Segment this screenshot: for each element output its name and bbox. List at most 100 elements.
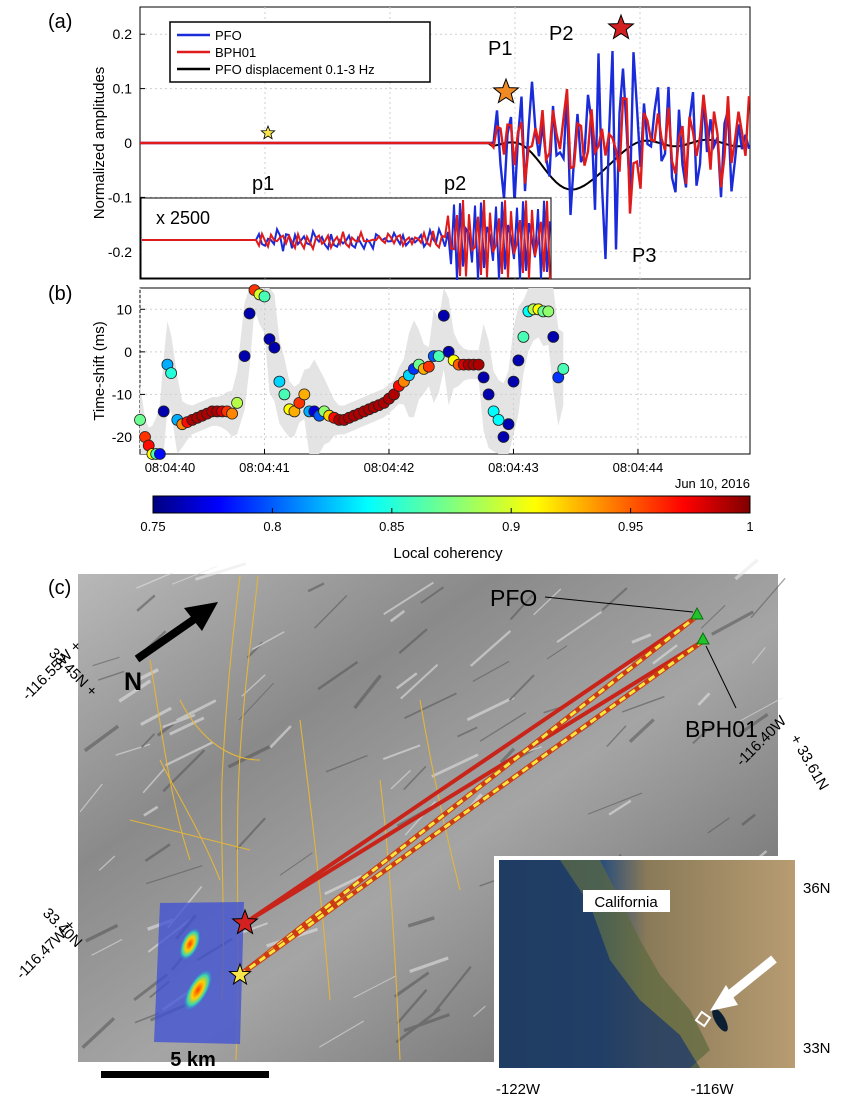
inset-label-california: California — [594, 894, 658, 911]
colorbar-tick-label: 0.95 — [618, 519, 643, 534]
inset-salton-sea — [712, 1008, 728, 1032]
terrain-ridge — [734, 697, 784, 725]
terrain-ridge — [395, 672, 418, 690]
colorbar-tick-label: 1 — [746, 519, 753, 534]
xtick-label: 08:04:40 — [145, 460, 196, 475]
time-shift-point — [542, 305, 555, 318]
terrain-ridge — [397, 981, 415, 995]
time-shift-point — [497, 431, 510, 443]
panel-label-b: (b) — [48, 283, 72, 305]
legend-bph01: BPH01 — [215, 45, 256, 60]
terrain-ridge — [472, 660, 510, 682]
time-shift-point — [258, 290, 271, 303]
terrain-ridge — [433, 965, 472, 1014]
terrain-ridge — [238, 682, 274, 721]
inset-map: California — [494, 856, 798, 1074]
ray-paths — [238, 614, 705, 978]
inset-lon-116W: -116W — [690, 1081, 734, 1098]
time-shift-point — [507, 375, 520, 388]
corner-label-116.47W: -116.47W + — [13, 916, 80, 983]
date-label: Jun 10, 2016 — [675, 476, 750, 491]
terrain-ridge — [156, 722, 175, 737]
zoom-factor-label: x 2500 — [156, 208, 210, 228]
leader-line-bph01 — [705, 645, 737, 709]
station-triangle-pfo — [690, 606, 704, 620]
time-shift-point — [502, 418, 515, 431]
terrain-ridge — [279, 852, 313, 876]
fault-trace — [299, 719, 331, 1001]
fault-trace — [129, 819, 251, 851]
terrain-ridge — [707, 817, 730, 834]
terrain-ridge — [587, 792, 643, 815]
terrain-ridge — [79, 783, 103, 813]
terrain-ridge — [138, 668, 159, 681]
terrain-ridge — [652, 644, 678, 665]
terrain-ridge — [136, 594, 156, 612]
inset-lon-122W: -122W — [496, 1081, 541, 1098]
terrain-ridge — [556, 611, 602, 643]
terrain-ridge — [508, 674, 535, 701]
fault-trace — [379, 779, 401, 1061]
fault-trace — [179, 699, 261, 761]
scale-label: 5 km — [170, 1049, 216, 1071]
time-shift-point — [231, 396, 244, 409]
ytick-label: 0 — [124, 135, 132, 151]
xtick-label: 08:04:43 — [488, 460, 539, 475]
corner-label-33.61N: + 33.61N — [787, 732, 832, 794]
zoom-trace-bph01 — [142, 199, 551, 280]
trace-bph01 — [140, 88, 751, 214]
time-shift-point — [165, 367, 178, 380]
terrain-ridge — [546, 645, 568, 660]
terrain-ridge — [741, 813, 756, 826]
terrain-ridge — [628, 718, 655, 743]
time-shift-point — [422, 360, 435, 373]
time-shift-point — [547, 330, 560, 343]
time-shift-point — [437, 309, 450, 322]
terrain-ridge — [169, 716, 205, 736]
colorbar-tick-label: 0.85 — [379, 519, 404, 534]
ytick-label: -0.1 — [108, 189, 132, 205]
slip-model — [154, 902, 244, 1044]
leader-line-pfo — [544, 596, 694, 613]
station-label-bph01: BPH01 — [685, 716, 758, 742]
terrain-ridge — [738, 713, 769, 736]
time-shift-point — [472, 358, 485, 371]
terrain-ridge — [134, 1012, 160, 1024]
time-shift-point — [557, 362, 570, 375]
time-shift-point — [238, 350, 251, 363]
terrain-ridge — [420, 586, 445, 604]
colorbar-tick-label: 0.8 — [263, 519, 281, 534]
slip-asperity-1 — [178, 927, 202, 961]
terrain-ridge — [118, 679, 152, 703]
terrain-ridge — [176, 699, 217, 722]
phase-label-P1: P1 — [488, 38, 512, 60]
terrain-ridge — [608, 799, 632, 816]
xtick-label: 08:04:42 — [364, 460, 415, 475]
terrain-ridge — [240, 922, 268, 935]
time-shift-point — [512, 354, 525, 367]
time-shift-point — [243, 307, 256, 320]
panel-a-ylabel: Normalized amplitudes — [91, 67, 108, 220]
phase-label-P3: P3 — [632, 245, 656, 267]
terrain-ridge — [98, 670, 125, 681]
terrain-ridge — [692, 724, 713, 745]
station-label-pfo: PFO — [490, 585, 537, 611]
time-shift-point — [517, 330, 530, 343]
terrain-ridge — [85, 923, 119, 943]
terrain-ridge — [144, 843, 171, 863]
ytick-label: 0.2 — [113, 26, 133, 42]
terrain-ridge — [697, 692, 711, 706]
ytick-label: -10 — [112, 386, 132, 402]
ytick-label: 0.1 — [113, 81, 133, 97]
terrain-ridge — [621, 695, 665, 713]
terrain-ridge — [700, 604, 726, 629]
north-arrow-head — [184, 602, 218, 631]
terrain-ridge — [407, 916, 435, 928]
terrain-ridge — [396, 988, 428, 1025]
panel-label-c: (c) — [48, 577, 71, 599]
terrain-ridge — [403, 1013, 450, 1033]
ytick-label: -0.2 — [108, 244, 132, 260]
terrain-ridge — [457, 726, 478, 738]
terrain-ridge — [383, 581, 434, 616]
